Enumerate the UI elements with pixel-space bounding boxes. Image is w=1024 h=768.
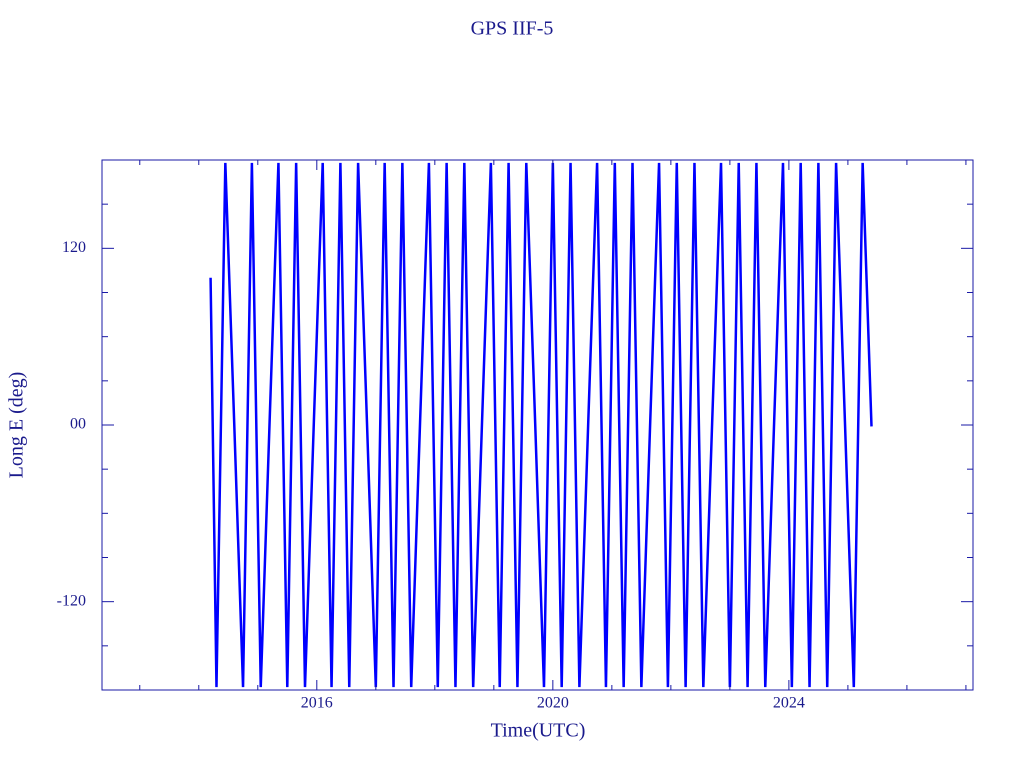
y-tick-label: 120	[62, 239, 86, 256]
x-axis-label: Time(UTC)	[491, 720, 586, 742]
x-tick-label: 2016	[301, 695, 333, 712]
chart-title: GPS IIF-5	[471, 18, 554, 40]
y-axis-label: Long E (deg)	[6, 372, 28, 479]
plot-frame	[101, 159, 974, 691]
y-tick-label: 00	[70, 416, 86, 433]
data-line	[209, 162, 873, 688]
x-tick-label: 2020	[537, 695, 569, 712]
x-tick-label: 2024	[773, 695, 805, 712]
y-tick-label: -120	[57, 592, 86, 609]
